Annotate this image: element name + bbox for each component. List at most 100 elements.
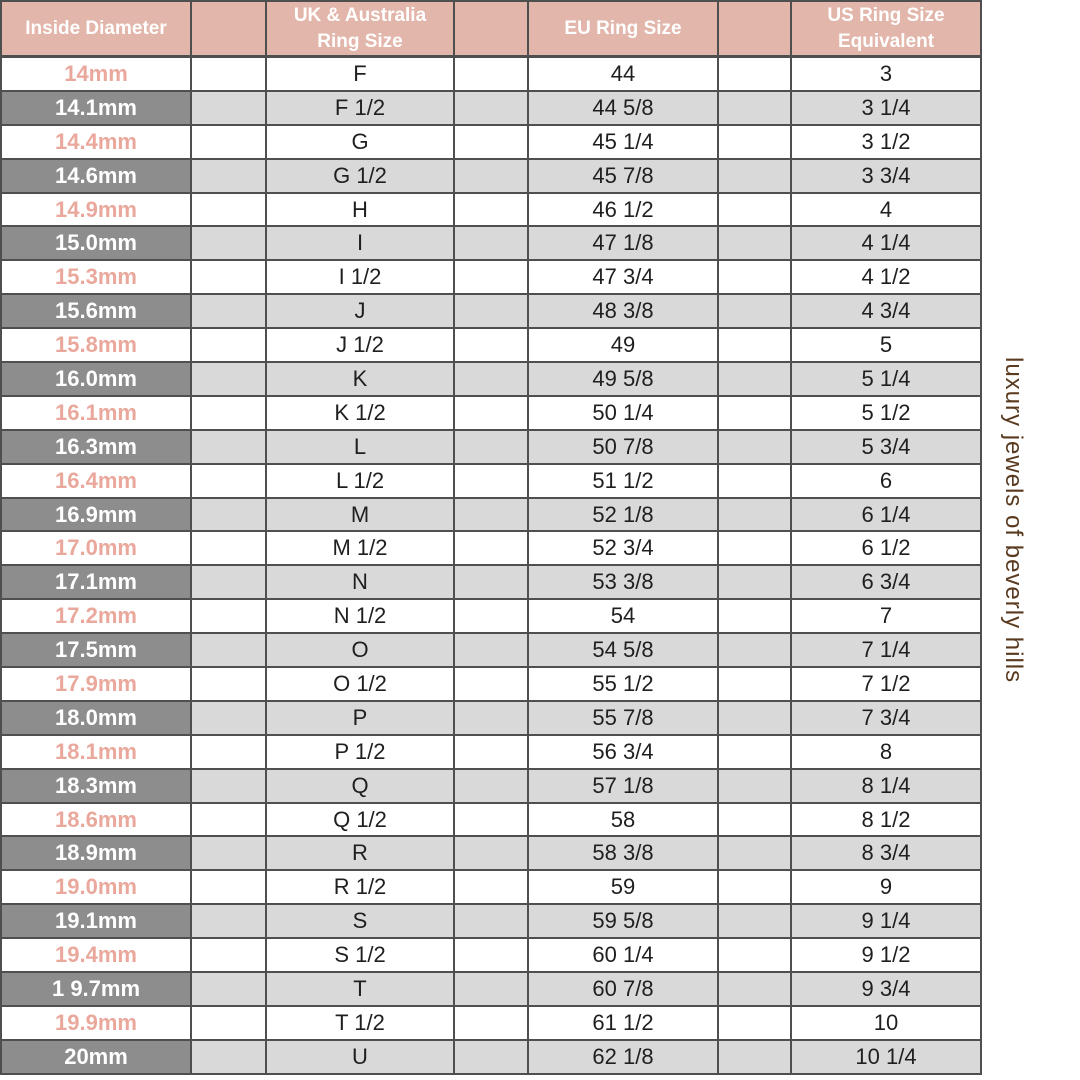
cell-eu-ring-size: 45 7/8 [527,157,719,194]
spacer-cell [453,767,529,804]
cell-us-ring-size: 7 1/4 [790,632,982,669]
cell-inside-diameter: 18.0mm [0,699,192,736]
table-row: 15.8mm J 1/2 49 5 [0,327,982,364]
spacer-cell [190,1038,267,1075]
cell-uk-ring-size: G 1/2 [265,157,455,194]
cell-inside-diameter: 15.3mm [0,259,192,296]
spacer-cell [190,530,267,567]
spacer-cell [717,598,792,635]
cell-eu-ring-size: 51 1/2 [527,462,719,499]
table-row: 1 9.7mm T 60 7/8 9 3/4 [0,971,982,1007]
spacer-cell [717,937,792,974]
spacer-cell [717,1038,792,1075]
cell-inside-diameter: 1 9.7mm [0,971,192,1007]
cell-us-ring-size: 7 [790,598,982,635]
spacer-cell [190,666,267,702]
cell-eu-ring-size: 55 7/8 [527,699,719,736]
spacer-cell [453,1038,529,1075]
spacer-cell [190,191,267,228]
cell-inside-diameter: 19.0mm [0,869,192,906]
cell-uk-ring-size: P [265,699,455,736]
spacer-cell [717,462,792,499]
cell-inside-diameter: 14.6mm [0,157,192,194]
spacer-cell [717,157,792,194]
spacer-cell [190,767,267,804]
cell-us-ring-size: 8 1/4 [790,767,982,804]
cell-inside-diameter: 19.1mm [0,903,192,940]
cell-eu-ring-size: 56 3/4 [527,733,719,770]
cell-us-ring-size: 8 1/2 [790,801,982,838]
spacer-cell [717,835,792,872]
table-row: 18.3mm Q 57 1/8 8 1/4 [0,767,982,804]
spacer-cell [453,971,529,1007]
spacer-cell [717,1004,792,1041]
cell-eu-ring-size: 48 3/8 [527,293,719,330]
table-row: 16.3mm L 50 7/8 5 3/4 [0,428,982,465]
header-uk-australia: UK & Australia Ring Size [265,0,455,58]
spacer-cell [717,564,792,601]
cell-uk-ring-size: L 1/2 [265,462,455,499]
cell-inside-diameter: 20mm [0,1038,192,1075]
cell-inside-diameter: 16.0mm [0,361,192,397]
spacer-cell [717,123,792,160]
cell-uk-ring-size: F [265,55,455,92]
cell-uk-ring-size: H [265,191,455,228]
cell-us-ring-size: 9 3/4 [790,971,982,1007]
cell-uk-ring-size: Q 1/2 [265,801,455,838]
cell-uk-ring-size: F 1/2 [265,89,455,126]
table-row: 18.9mm R 58 3/8 8 3/4 [0,835,982,872]
cell-uk-ring-size: R [265,835,455,872]
spacer-cell [717,903,792,940]
table-row: 14.4mm G 45 1/4 3 1/2 [0,123,982,160]
header-us-ring-size: US Ring Size Equivalent [790,0,982,58]
cell-us-ring-size: 7 1/2 [790,666,982,702]
spacer-cell [453,666,529,702]
cell-us-ring-size: 5 1/4 [790,361,982,397]
cell-us-ring-size: 3 3/4 [790,157,982,194]
spacer-cell [453,564,529,601]
spacer-cell [190,869,267,906]
cell-us-ring-size: 5 [790,327,982,364]
cell-uk-ring-size: S 1/2 [265,937,455,974]
header-inside-diameter: Inside Diameter [0,0,192,58]
cell-uk-ring-size: L [265,428,455,465]
cell-uk-ring-size: M 1/2 [265,530,455,567]
table-row: 15.3mm I 1/2 47 3/4 4 1/2 [0,259,982,296]
spacer-cell [453,428,529,465]
header-spacer [453,0,529,58]
cell-inside-diameter: 16.3mm [0,428,192,465]
spacer-cell [453,462,529,499]
brand-watermark-vertical-text: luxury jewels of beverly hills [1000,357,1027,684]
spacer-cell [190,462,267,499]
spacer-cell [453,157,529,194]
cell-us-ring-size: 4 [790,191,982,228]
spacer-cell [190,835,267,872]
spacer-cell [453,598,529,635]
spacer-cell [453,55,529,92]
header-spacer [717,0,792,58]
cell-inside-diameter: 14mm [0,55,192,92]
cell-uk-ring-size: J [265,293,455,330]
cell-eu-ring-size: 59 5/8 [527,903,719,940]
spacer-cell [453,733,529,770]
spacer-cell [190,733,267,770]
spacer-cell [717,632,792,669]
spacer-cell [717,530,792,567]
spacer-cell [717,191,792,228]
spacer-cell [453,327,529,364]
table-row: 14.1mm F 1/2 44 5/8 3 1/4 [0,89,982,126]
spacer-cell [717,666,792,702]
spacer-cell [453,225,529,262]
spacer-cell [190,632,267,669]
spacer-cell [453,259,529,296]
spacer-cell [190,903,267,940]
cell-uk-ring-size: U [265,1038,455,1075]
spacer-cell [717,259,792,296]
cell-uk-ring-size: O 1/2 [265,666,455,702]
spacer-cell [190,293,267,330]
cell-eu-ring-size: 49 5/8 [527,361,719,397]
cell-us-ring-size: 4 1/4 [790,225,982,262]
spacer-cell [717,89,792,126]
spacer-cell [453,496,529,533]
